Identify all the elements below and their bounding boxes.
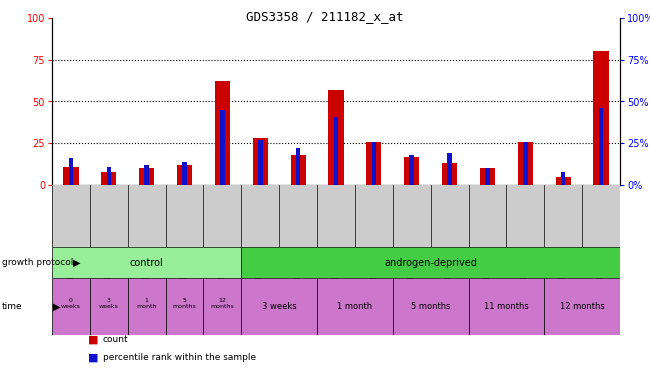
Text: 12 months: 12 months [560,302,604,311]
Bar [220,110,225,185]
Bar [404,157,419,185]
Bar [241,278,317,335]
Bar [442,163,457,185]
Bar [69,158,73,185]
Bar [410,155,414,185]
Bar [128,278,166,335]
Text: 5
months: 5 months [173,298,196,309]
Text: GDS3358 / 211182_x_at: GDS3358 / 211182_x_at [246,10,404,23]
Text: 3
weeks: 3 weeks [99,298,119,309]
Bar [561,172,566,185]
Bar [166,278,203,335]
Text: control: control [130,258,164,268]
Bar [291,155,306,185]
Bar [518,142,533,185]
Text: 12
months: 12 months [211,298,234,309]
Bar [253,138,268,185]
Bar [215,81,230,185]
Bar [107,167,111,185]
Bar [599,108,603,185]
Bar [90,278,128,335]
Text: ■: ■ [88,353,98,363]
Bar [328,90,344,185]
Text: growth protocol: growth protocol [2,258,73,267]
Bar [101,172,116,185]
Text: 1
month: 1 month [136,298,157,309]
Bar [182,162,187,185]
Text: 11 months: 11 months [484,302,529,311]
Bar [63,167,79,185]
Bar [139,168,154,185]
Bar [593,51,608,185]
Text: count: count [103,336,128,344]
Text: ▶: ▶ [53,301,61,311]
Bar [480,168,495,185]
Bar [52,278,90,335]
Bar [203,278,241,335]
Bar [241,247,620,278]
Text: percentile rank within the sample: percentile rank within the sample [103,354,256,362]
Bar [317,278,393,335]
Text: ■: ■ [88,335,98,345]
Bar [556,177,571,185]
Bar [372,142,376,185]
Text: time: time [2,302,23,311]
Bar [258,140,263,185]
Text: ▶: ▶ [73,258,81,268]
Bar [177,165,192,185]
Text: androgen-deprived: androgen-deprived [384,258,477,268]
Text: 5 months: 5 months [411,302,450,311]
Bar [544,278,620,335]
Bar [523,142,528,185]
Bar [333,116,338,185]
Bar [485,168,489,185]
Text: 1 month: 1 month [337,302,372,311]
Bar [393,278,469,335]
Bar [447,153,452,185]
Bar [367,142,382,185]
Bar [52,247,241,278]
Text: 0
weeks: 0 weeks [61,298,81,309]
Text: 3 weeks: 3 weeks [262,302,296,311]
Bar [296,148,300,185]
Bar [144,165,149,185]
Bar [469,278,544,335]
